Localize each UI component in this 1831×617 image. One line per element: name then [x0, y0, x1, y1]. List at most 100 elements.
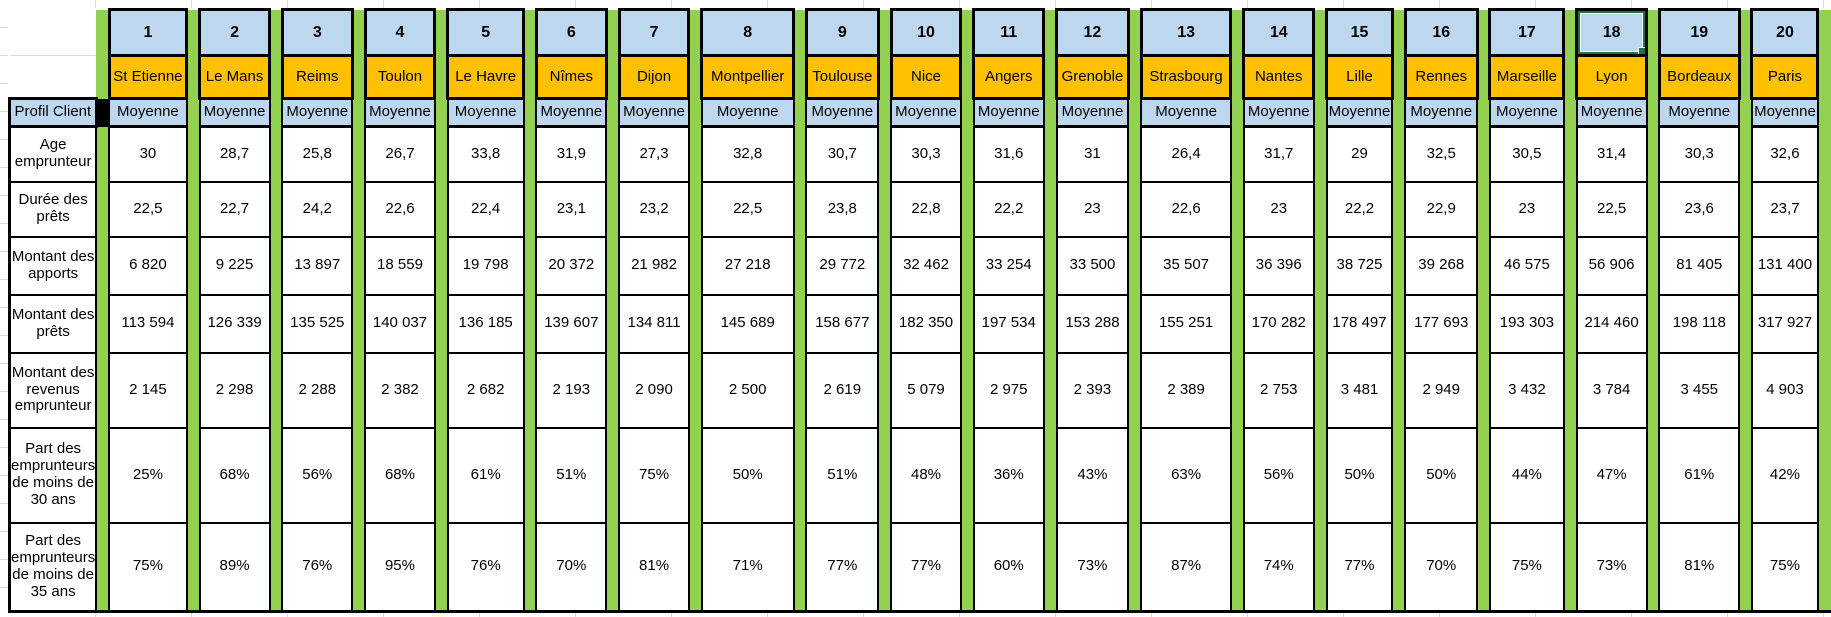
- data-cell[interactable]: 134 811: [618, 293, 690, 354]
- data-cell[interactable]: 5 079: [890, 351, 962, 429]
- moyenne-header-cell[interactable]: Moyenne: [1750, 97, 1819, 128]
- spacer-cell[interactable]: [1817, 352, 1831, 428]
- spacer-cell[interactable]: [1646, 181, 1660, 237]
- spacer-cell[interactable]: [96, 294, 110, 353]
- spacer-cell[interactable]: [1313, 98, 1327, 127]
- spacer-cell[interactable]: [878, 294, 892, 353]
- data-cell[interactable]: 23: [1055, 180, 1130, 238]
- spacer-cell[interactable]: [960, 427, 974, 523]
- data-cell[interactable]: 4 903: [1750, 351, 1819, 429]
- city-header-cell[interactable]: Grenoble: [1055, 54, 1130, 100]
- data-cell[interactable]: 81 405: [1658, 235, 1741, 296]
- spacer-cell[interactable]: [269, 55, 283, 99]
- data-cell[interactable]: 68%: [364, 426, 436, 524]
- data-cell[interactable]: 61%: [1658, 426, 1741, 524]
- data-cell[interactable]: 77%: [890, 521, 962, 613]
- spacer-cell[interactable]: [523, 55, 537, 99]
- data-cell[interactable]: 2 682: [446, 351, 525, 429]
- data-cell[interactable]: 30: [108, 125, 188, 183]
- data-cell[interactable]: 44%: [1488, 426, 1565, 524]
- spacer-cell[interactable]: [96, 55, 110, 99]
- spacer-cell[interactable]: [1230, 522, 1244, 613]
- spacer-cell[interactable]: [1313, 522, 1327, 613]
- spacer-cell[interactable]: [186, 352, 200, 428]
- spacer-cell[interactable]: [1563, 522, 1577, 613]
- spacer-cell[interactable]: [352, 98, 366, 127]
- spacer-cell[interactable]: [186, 427, 200, 523]
- moyenne-header-cell[interactable]: Moyenne: [890, 97, 962, 128]
- spacer-cell[interactable]: [269, 181, 283, 237]
- spacer-cell[interactable]: [434, 55, 448, 99]
- data-cell[interactable]: 140 037: [364, 293, 436, 354]
- data-cell[interactable]: 2 619: [805, 351, 880, 429]
- city-header-cell[interactable]: Angers: [972, 54, 1046, 100]
- spacer-cell[interactable]: [606, 181, 620, 237]
- spacer-cell[interactable]: [606, 98, 620, 127]
- data-cell[interactable]: 139 607: [535, 293, 608, 354]
- spacer-cell[interactable]: [793, 522, 807, 613]
- spacer-cell[interactable]: [269, 9, 283, 56]
- spacer-cell[interactable]: [793, 55, 807, 99]
- spacer-cell[interactable]: [1043, 9, 1057, 56]
- data-cell[interactable]: 153 288: [1055, 293, 1130, 354]
- column-number-cell[interactable]: 16: [1403, 8, 1479, 57]
- spacer-cell[interactable]: [1230, 98, 1244, 127]
- spacer-cell[interactable]: [1739, 181, 1752, 237]
- column-number-cell[interactable]: 12: [1055, 8, 1130, 57]
- spacer-cell[interactable]: [1563, 9, 1577, 56]
- spacer-cell[interactable]: [1563, 294, 1577, 353]
- city-header-cell[interactable]: Strasbourg: [1139, 54, 1233, 100]
- spacer-cell[interactable]: [1646, 55, 1660, 99]
- data-cell[interactable]: 22,5: [700, 180, 795, 238]
- spacer-cell[interactable]: [793, 9, 807, 56]
- spacer-cell[interactable]: [1392, 98, 1406, 127]
- spacer-cell[interactable]: [434, 98, 448, 127]
- spacer-cell[interactable]: [269, 236, 283, 295]
- spacer-cell[interactable]: [1646, 236, 1660, 295]
- city-header-cell[interactable]: Montpellier: [700, 54, 796, 100]
- spacer-cell[interactable]: [1230, 181, 1244, 237]
- spacer-cell[interactable]: [1817, 98, 1831, 127]
- spacer-cell[interactable]: [960, 522, 974, 613]
- spacer-cell[interactable]: [1563, 126, 1577, 182]
- city-header-cell[interactable]: Nantes: [1242, 54, 1316, 100]
- data-cell[interactable]: 56%: [281, 426, 354, 524]
- data-cell[interactable]: 73%: [1055, 521, 1130, 613]
- spacer-cell[interactable]: [1563, 98, 1577, 127]
- data-cell[interactable]: 32,8: [700, 125, 795, 183]
- column-number-cell[interactable]: 17: [1488, 8, 1566, 57]
- spacer-cell[interactable]: [352, 294, 366, 353]
- spacer-cell[interactable]: [96, 181, 110, 237]
- moyenne-header-cell[interactable]: Moyenne: [618, 97, 690, 128]
- spacer-cell[interactable]: [1043, 352, 1057, 428]
- column-number-cell[interactable]: 11: [972, 8, 1046, 57]
- spacer-cell[interactable]: [434, 236, 448, 295]
- spacer-cell[interactable]: [1313, 126, 1327, 182]
- spacer-cell[interactable]: [523, 181, 537, 237]
- spacer-cell[interactable]: [1230, 294, 1244, 353]
- data-cell[interactable]: 46 575: [1488, 235, 1565, 296]
- data-cell[interactable]: 28,7: [198, 125, 271, 183]
- data-cell[interactable]: 2 193: [535, 351, 608, 429]
- data-cell[interactable]: 3 784: [1575, 351, 1648, 429]
- data-cell[interactable]: 76%: [446, 521, 525, 613]
- moyenne-header-cell[interactable]: Moyenne: [1242, 97, 1315, 128]
- moyenne-header-cell[interactable]: Moyenne: [1404, 97, 1479, 128]
- city-header-cell[interactable]: Paris: [1750, 54, 1820, 100]
- data-cell[interactable]: 23: [1242, 180, 1315, 238]
- spacer-cell[interactable]: [688, 294, 702, 353]
- data-cell[interactable]: 33 254: [972, 235, 1045, 296]
- spacer-cell[interactable]: [878, 55, 892, 99]
- spacer-cell[interactable]: [960, 98, 974, 127]
- moyenne-header-cell[interactable]: Moyenne: [364, 97, 436, 128]
- data-cell[interactable]: 30,7: [805, 125, 880, 183]
- data-cell[interactable]: 70%: [535, 521, 608, 613]
- spacer-cell[interactable]: [793, 427, 807, 523]
- data-cell[interactable]: 22,5: [1575, 180, 1648, 238]
- data-cell[interactable]: 23,7: [1750, 180, 1819, 238]
- row-label-cell[interactable]: Montant des revenus emprunteur: [8, 351, 98, 429]
- spacer-cell[interactable]: [1477, 55, 1490, 99]
- spacer-cell[interactable]: [434, 294, 448, 353]
- spacer-cell[interactable]: [1043, 294, 1057, 353]
- data-cell[interactable]: 70%: [1404, 521, 1479, 613]
